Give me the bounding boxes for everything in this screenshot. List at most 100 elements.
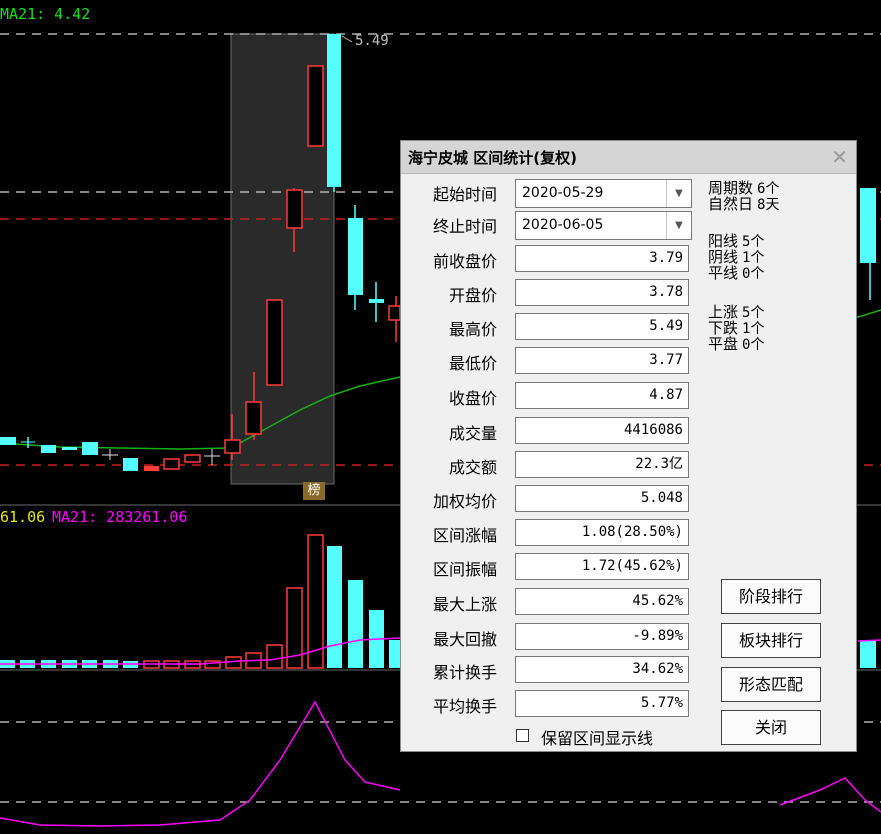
- cumulative-turnover-field[interactable]: 34.62%: [515, 656, 689, 683]
- stat-label: 阴线: [708, 248, 739, 266]
- end-date-value: 2020-06-05: [522, 217, 604, 233]
- sector-ranking-button[interactable]: 板块排行: [721, 623, 821, 658]
- stat-value: 6个: [757, 181, 780, 197]
- candle: [388, 305, 401, 321]
- interval-change-field[interactable]: 1.08(28.50%): [515, 519, 689, 546]
- weighted-avg-label: 加权均价: [432, 492, 497, 511]
- max-drawdown-field[interactable]: -9.89%: [515, 623, 689, 650]
- candle: [41, 445, 56, 453]
- turnover-amount-field[interactable]: 22.3亿: [515, 451, 689, 478]
- stat-value: 0个: [742, 337, 765, 353]
- low-field[interactable]: 3.77: [515, 347, 689, 374]
- stat-label: 阳线: [708, 232, 739, 250]
- max-rise-field[interactable]: 45.62%: [515, 588, 689, 615]
- yang-count-stat: 阳线 5个: [708, 234, 764, 250]
- candle: [184, 454, 201, 463]
- candle: [307, 65, 324, 147]
- volume-ma-readout: MA21: 283261.06: [52, 508, 188, 526]
- natural-days-stat: 自然日 8天: [708, 197, 779, 213]
- period-count-stat: 周期数 6个: [708, 181, 779, 197]
- max-drawdown-label: 最大回撤: [432, 630, 497, 649]
- high-field[interactable]: 5.49: [515, 313, 689, 340]
- avg-turnover-field[interactable]: 5.77%: [515, 690, 689, 717]
- close-button[interactable]: 关闭: [721, 710, 821, 745]
- candle: [348, 218, 363, 295]
- candle: [82, 442, 98, 455]
- interval-amplitude-label: 区间振幅: [432, 560, 497, 579]
- end-time-label: 终止时间: [432, 217, 497, 236]
- candle: [245, 401, 262, 435]
- indicator-line: [0, 700, 401, 827]
- volume-label: 成交量: [448, 424, 497, 443]
- open-field[interactable]: 3.78: [515, 279, 689, 306]
- price-ma-line: [0, 376, 401, 450]
- candle: [224, 439, 241, 454]
- volume-ma-line-right: [857, 639, 881, 642]
- interval-stats-dialog: 海宁皮城 区间统计(复权) ✕ 起始时间 终止时间 前收盘价 开盘价 最高价 最…: [400, 140, 857, 752]
- marker-badge[interactable]: 榜: [303, 482, 325, 500]
- close-price-field[interactable]: 4.87: [515, 382, 689, 409]
- stat-label: 平盘: [708, 335, 739, 353]
- keep-range-label[interactable]: 保留区间显示线: [541, 729, 654, 748]
- price-ma-readout: MA21: 4.42: [0, 5, 91, 23]
- prev-close-field[interactable]: 3.79: [515, 245, 689, 272]
- candle: [62, 447, 77, 450]
- chevron-down-icon[interactable]: ▼: [666, 180, 691, 207]
- candles: [0, 34, 876, 471]
- max-rise-label: 最大上涨: [432, 595, 497, 614]
- start-date-select[interactable]: 2020-05-29 ▼: [515, 179, 692, 208]
- indicator-line-right: [779, 777, 881, 813]
- unchanged-count-stat: 平盘 0个: [708, 337, 764, 353]
- avg-turnover-label: 平均换手: [432, 697, 497, 716]
- volume-readout: 61.06: [0, 508, 46, 526]
- flat-candle-stat: 平线 0个: [708, 266, 764, 282]
- stat-value: 0个: [742, 266, 765, 282]
- stage-ranking-button[interactable]: 阶段排行: [721, 579, 821, 614]
- weighted-avg-field[interactable]: 5.048: [515, 485, 689, 512]
- dialog-title-bar[interactable]: 海宁皮城 区间统计(复权) ✕: [401, 141, 856, 174]
- open-label: 开盘价: [448, 286, 497, 305]
- fall-count-stat: 下跌 1个: [708, 321, 764, 337]
- stat-label: 平线: [708, 264, 739, 282]
- turnover-amount-label: 成交额: [448, 458, 497, 477]
- stat-value: 1个: [742, 250, 765, 266]
- stat-label: 上涨: [708, 303, 739, 321]
- cumulative-turnover-label: 累计换手: [432, 663, 497, 682]
- interval-change-label: 区间涨幅: [432, 526, 497, 545]
- candle: [369, 299, 384, 303]
- yin-count-stat: 阴线 1个: [708, 250, 764, 266]
- candle: [0, 437, 16, 445]
- stat-label: 自然日: [708, 195, 754, 213]
- start-date-value: 2020-05-29: [522, 185, 604, 201]
- stat-value: 5个: [742, 234, 765, 250]
- high-marker-pointer: [341, 35, 353, 43]
- rise-count-stat: 上涨 5个: [708, 305, 764, 321]
- keep-range-checkbox[interactable]: [516, 729, 529, 742]
- interval-amplitude-field[interactable]: 1.72(45.62%): [515, 553, 689, 580]
- volume-field[interactable]: 4416086: [515, 417, 689, 444]
- close-price-label: 收盘价: [448, 389, 497, 408]
- prev-close-label: 前收盘价: [432, 252, 497, 271]
- candle: [860, 188, 876, 263]
- stat-value: 1个: [742, 321, 765, 337]
- stat-value: 5个: [742, 305, 765, 321]
- close-icon[interactable]: ✕: [831, 145, 848, 169]
- candle: [266, 299, 283, 386]
- candle: [123, 458, 138, 471]
- low-label: 最低价: [448, 354, 497, 373]
- end-date-select[interactable]: 2020-06-05 ▼: [515, 211, 692, 240]
- candle: [327, 34, 341, 187]
- stat-label: 周期数: [708, 179, 754, 197]
- chevron-down-icon[interactable]: ▼: [666, 212, 691, 239]
- start-time-label: 起始时间: [432, 185, 497, 204]
- pattern-match-button[interactable]: 形态匹配: [721, 667, 821, 702]
- high-marker-label: 5.49: [355, 33, 389, 49]
- dialog-title: 海宁皮城 区间统计(复权): [408, 149, 577, 167]
- candle: [286, 189, 303, 229]
- stat-value: 8天: [757, 197, 780, 213]
- stat-label: 下跌: [708, 319, 739, 337]
- candle: [144, 466, 159, 471]
- high-label: 最高价: [448, 320, 497, 339]
- candle: [163, 458, 180, 470]
